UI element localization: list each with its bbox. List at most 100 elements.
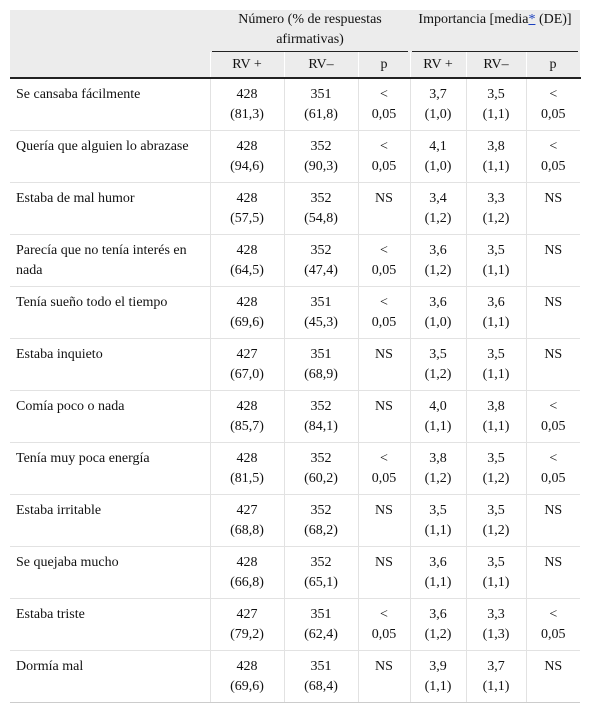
row-label: Parecía que no tenía interés en nada — [10, 234, 211, 287]
table-cell: 3,6 (1,2) — [410, 598, 467, 651]
table-cell: 427 (79,2) — [210, 598, 285, 651]
cell-dispersion: (1,1) — [482, 159, 510, 174]
cell-dispersion: (1,1) — [482, 263, 510, 278]
cell-value: 3,6 — [429, 607, 447, 622]
cell-dispersion: (1,2) — [482, 471, 510, 486]
table-cell: 3,5 (1,2) — [410, 338, 467, 391]
row-label: Comía poco o nada — [10, 390, 211, 443]
cell-dispersion: (66,8) — [230, 575, 264, 590]
cell-dispersion: (84,1) — [304, 419, 338, 434]
cell-value: 352 — [310, 399, 332, 414]
table-cell: 352 (60,2) — [284, 442, 359, 495]
table-cell: 4,1 (1,0) — [410, 130, 467, 183]
header-text: Importancia [media — [418, 12, 529, 27]
row-label: Estaba triste — [10, 598, 211, 651]
table-cell: 428 (57,5) — [210, 182, 285, 235]
table-cell: 428 (85,7) — [210, 390, 285, 443]
cell-value: 3,8 — [429, 451, 447, 466]
column-header: p — [358, 52, 411, 79]
empty-header — [10, 10, 210, 52]
table-cell: 352 (47,4) — [284, 234, 359, 287]
table-cell: 428 (94,6) — [210, 130, 285, 183]
table-row: Estaba de mal humor 428 (57,5) 352 (54,8) NS 3… — [10, 182, 581, 235]
cell-value: 3,3 — [487, 607, 505, 622]
table-cell: 3,8 (1,1) — [466, 130, 527, 183]
table-cell: 3,6 (1,1) — [410, 546, 467, 599]
cell-dispersion: (1,2) — [482, 211, 510, 226]
table-cell: < 0,05 — [358, 598, 411, 651]
p-value: < 0,05 — [541, 139, 566, 174]
p-value: < 0,05 — [541, 451, 566, 486]
header-text: (DE)] — [538, 12, 572, 27]
footnote-link[interactable]: * — [528, 12, 536, 27]
cell-value: 4,1 — [429, 139, 447, 154]
group-header-text: Importancia [media* (DE)] — [412, 10, 579, 52]
cell-value: 3,5 — [487, 451, 505, 466]
cell-dispersion: (1,1) — [482, 419, 510, 434]
p-value: NS — [375, 399, 393, 414]
table-cell: 3,8 (1,2) — [410, 442, 467, 495]
table-row: Dormía mal 428 (69,6) 351 (68,4) NS 3,9 (1,1) 3,… — [10, 650, 581, 703]
row-label: Se cansaba fácilmente — [10, 78, 211, 131]
cell-dispersion: (62,4) — [304, 627, 338, 642]
cell-value: 3,3 — [487, 191, 505, 206]
table-cell: 3,8 (1,1) — [466, 390, 527, 443]
cell-dispersion: (1,2) — [424, 263, 452, 278]
table-cell: 3,6 (1,0) — [410, 286, 467, 339]
column-header: RV + — [410, 52, 467, 79]
table-cell: 428 (69,6) — [210, 286, 285, 339]
table-cell: 351 (45,3) — [284, 286, 359, 339]
cell-value: 3,4 — [429, 191, 447, 206]
empty-header — [10, 52, 211, 79]
table-cell: NS — [358, 390, 411, 443]
row-label: Tenía sueño todo el tiempo — [10, 286, 211, 339]
column-header: RV– — [466, 52, 527, 79]
table-row: Parecía que no tenía interés en nada 428 (… — [10, 234, 581, 287]
table-row: Tenía sueño todo el tiempo 428 (69,6) 351 (4… — [10, 286, 581, 339]
table-row: Se quejaba mucho 428 (66,8) 352 (65,1) NS 3,6 (… — [10, 546, 581, 599]
table-cell: NS — [526, 338, 581, 391]
table-cell: < 0,05 — [526, 598, 581, 651]
table-cell: 3,7 (1,0) — [410, 78, 467, 131]
cell-value: 4,0 — [429, 399, 447, 414]
p-value: NS — [375, 503, 393, 518]
cell-dispersion: (47,4) — [304, 263, 338, 278]
cell-value: 3,6 — [429, 295, 447, 310]
p-value: NS — [544, 503, 563, 518]
cell-dispersion: (69,6) — [230, 315, 264, 330]
cell-dispersion: (54,8) — [304, 211, 338, 226]
table-cell: NS — [358, 494, 411, 547]
table-cell: 3,5 (1,2) — [466, 442, 527, 495]
column-header: RV + — [210, 52, 285, 79]
cell-dispersion: (68,9) — [304, 367, 338, 382]
cell-dispersion: (1,0) — [424, 159, 452, 174]
group-header: Número (% de respuestas afirmativas) — [210, 10, 411, 52]
p-value: NS — [375, 555, 393, 570]
table-cell: NS — [526, 182, 581, 235]
cell-dispersion: (68,4) — [304, 679, 338, 694]
header-text: Número (% de respuestas afirmativas) — [238, 12, 382, 47]
p-value: < 0,05 — [541, 607, 566, 642]
cell-dispersion: (1,2) — [424, 471, 452, 486]
table-cell: 3,5 (1,1) — [410, 494, 467, 547]
cell-dispersion: (68,2) — [304, 523, 338, 538]
table-cell: < 0,05 — [358, 286, 411, 339]
p-value: NS — [375, 191, 393, 206]
table-cell: < 0,05 — [526, 390, 581, 443]
table-row: Comía poco o nada 428 (85,7) 352 (84,1) NS 4,0… — [10, 390, 581, 443]
row-label: Estaba irritable — [10, 494, 211, 547]
table-cell: 3,3 (1,2) — [466, 182, 527, 235]
cell-value: 351 — [310, 347, 332, 362]
table-row: Quería que alguien lo abrazase 428 (94,6) 3… — [10, 130, 581, 183]
cell-dispersion: (1,1) — [424, 419, 452, 434]
table-cell: NS — [526, 546, 581, 599]
table-cell: NS — [526, 286, 581, 339]
cell-value: 3,9 — [429, 659, 447, 674]
cell-value: 3,6 — [429, 243, 447, 258]
table-cell: 3,5 (1,2) — [466, 494, 527, 547]
cell-dispersion: (1,1) — [482, 679, 510, 694]
column-header: p — [526, 52, 581, 79]
p-value: NS — [544, 295, 563, 310]
table-cell: 3,9 (1,1) — [410, 650, 467, 703]
cell-value: 428 — [236, 555, 258, 570]
